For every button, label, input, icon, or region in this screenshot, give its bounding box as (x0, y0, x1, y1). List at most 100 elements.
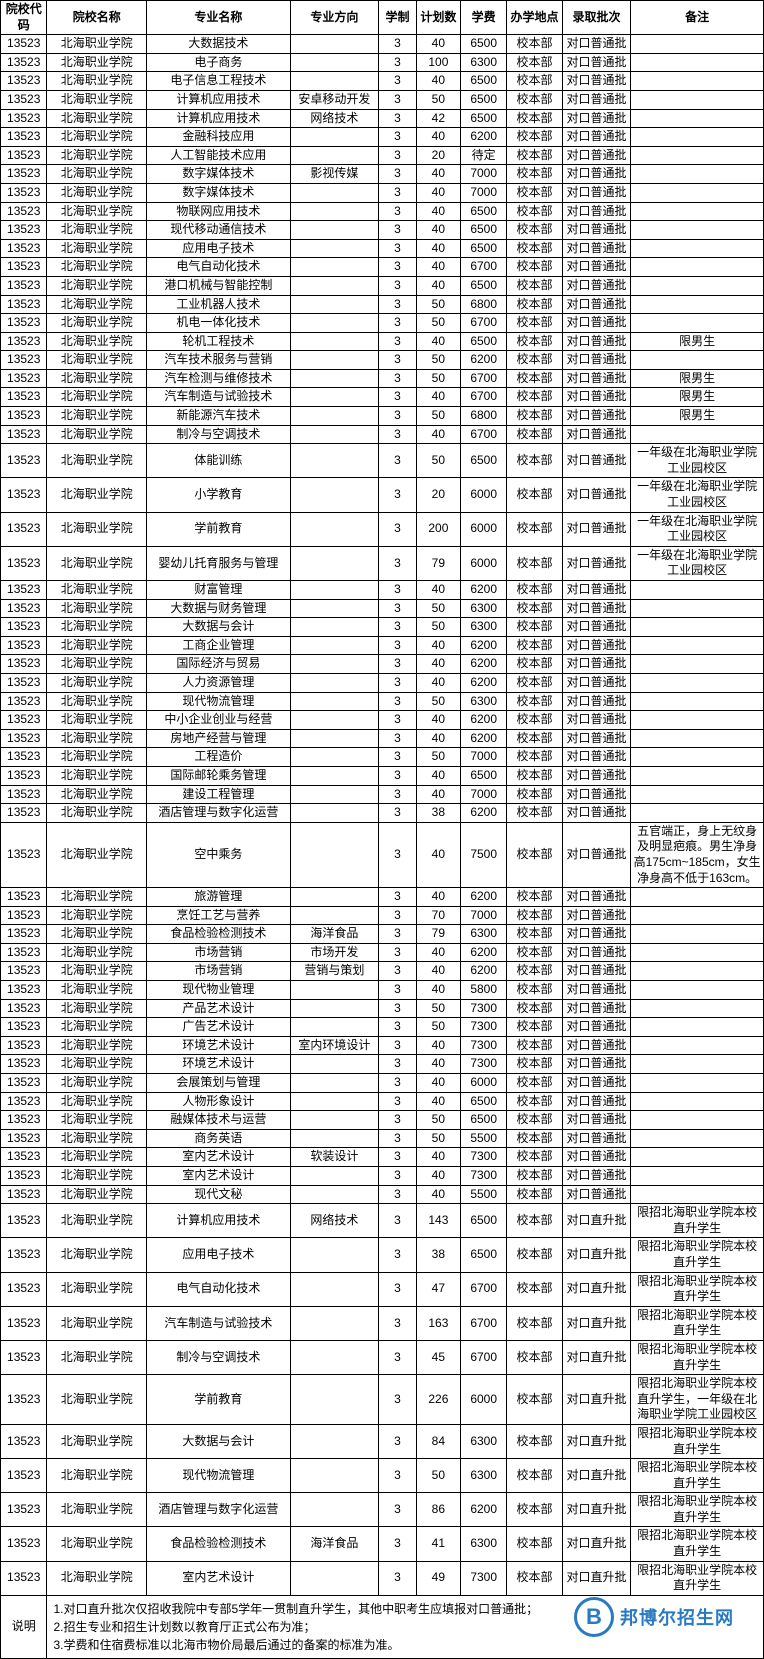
cell-plan: 163 (416, 1306, 460, 1340)
cell-plan: 40 (416, 258, 460, 277)
cell-plan: 20 (416, 146, 460, 165)
cell-school: 北海职业学院 (47, 1340, 147, 1374)
table-row: 13523北海职业学院人物形象设计3406500校本部对口普通批 (1, 1092, 764, 1111)
cell-code: 13523 (1, 1375, 47, 1425)
cell-code: 13523 (1, 1306, 47, 1340)
cell-years: 3 (379, 1375, 417, 1425)
cell-note (631, 183, 764, 202)
cell-note (631, 90, 764, 109)
cell-years: 3 (379, 999, 417, 1018)
cell-plan: 50 (416, 369, 460, 388)
cell-major: 室内艺术设计 (146, 1167, 290, 1186)
cell-plan: 50 (416, 692, 460, 711)
cell-batch: 对口直升批 (562, 1306, 631, 1340)
cell-direction (290, 1561, 378, 1595)
cell-batch: 对口普通批 (562, 888, 631, 907)
cell-code: 13523 (1, 804, 47, 823)
cell-major: 汽车制造与试验技术 (146, 1306, 290, 1340)
cell-school: 北海职业学院 (47, 146, 147, 165)
cell-fee: 7000 (460, 906, 506, 925)
cell-note (631, 748, 764, 767)
cell-place: 校本部 (507, 962, 562, 981)
cell-major: 食品检验检测技术 (146, 1527, 290, 1561)
table-row: 13523北海职业学院计算机应用技术安卓移动开发3506500校本部对口普通批 (1, 90, 764, 109)
cell-major: 工业机器人技术 (146, 295, 290, 314)
cell-batch: 对口普通批 (562, 388, 631, 407)
cell-school: 北海职业学院 (47, 369, 147, 388)
cell-direction: 海洋食品 (290, 925, 378, 944)
cell-note: 限男生 (631, 332, 764, 351)
header-plan: 计划数 (416, 1, 460, 35)
cell-school: 北海职业学院 (47, 711, 147, 730)
cell-fee: 6200 (460, 962, 506, 981)
cell-direction (290, 1459, 378, 1493)
cell-direction (290, 673, 378, 692)
cell-plan: 40 (416, 962, 460, 981)
cell-school: 北海职业学院 (47, 981, 147, 1000)
table-row: 13523北海职业学院婴幼儿托育服务与管理3796000校本部对口普通批一年级在… (1, 546, 764, 580)
cell-note (631, 314, 764, 333)
cell-batch: 对口普通批 (562, 183, 631, 202)
cell-code: 13523 (1, 1129, 47, 1148)
cell-plan: 40 (416, 711, 460, 730)
cell-years: 3 (379, 1055, 417, 1074)
cell-batch: 对口普通批 (562, 425, 631, 444)
cell-batch: 对口普通批 (562, 1111, 631, 1130)
cell-note (631, 1055, 764, 1074)
cell-major: 大数据与会计 (146, 1424, 290, 1458)
header-years: 学制 (379, 1, 417, 35)
cell-years: 3 (379, 766, 417, 785)
cell-note: 限招北海职业学院本校直升学生，一年级在北海职业学院工业园校区 (631, 1375, 764, 1425)
cell-plan: 38 (416, 804, 460, 823)
cell-school: 北海职业学院 (47, 748, 147, 767)
cell-years: 3 (379, 925, 417, 944)
cell-code: 13523 (1, 221, 47, 240)
cell-direction (290, 407, 378, 426)
cell-plan: 50 (416, 90, 460, 109)
cell-place: 校本部 (507, 1340, 562, 1374)
cell-place: 校本部 (507, 444, 562, 478)
cell-fee: 6200 (460, 128, 506, 147)
cell-school: 北海职业学院 (47, 388, 147, 407)
cell-place: 校本部 (507, 35, 562, 54)
cell-place: 校本部 (507, 1167, 562, 1186)
table-row: 13523北海职业学院新能源汽车技术3506800校本部对口普通批限男生 (1, 407, 764, 426)
table-row: 13523北海职业学院市场营销市场开发3406200校本部对口普通批 (1, 943, 764, 962)
cell-plan: 50 (416, 599, 460, 618)
cell-place: 校本部 (507, 711, 562, 730)
cell-place: 校本部 (507, 90, 562, 109)
cell-code: 13523 (1, 512, 47, 546)
cell-major: 人工智能技术应用 (146, 146, 290, 165)
header-code: 院校代码 (1, 1, 47, 35)
cell-place: 校本部 (507, 999, 562, 1018)
cell-fee: 6200 (460, 888, 506, 907)
cell-place: 校本部 (507, 1375, 562, 1425)
cell-direction (290, 183, 378, 202)
table-row: 13523北海职业学院金融科技应用3406200校本部对口普通批 (1, 128, 764, 147)
cell-batch: 对口直升批 (562, 1204, 631, 1238)
table-row: 13523北海职业学院酒店管理与数字化运营3866200校本部对口直升批限招北海… (1, 1493, 764, 1527)
cell-note (631, 673, 764, 692)
header-school: 院校名称 (47, 1, 147, 35)
cell-note: 一年级在北海职业学院工业园校区 (631, 512, 764, 546)
cell-place: 校本部 (507, 183, 562, 202)
cell-years: 3 (379, 888, 417, 907)
cell-note (631, 53, 764, 72)
cell-fee: 6200 (460, 581, 506, 600)
cell-plan: 20 (416, 478, 460, 512)
cell-years: 3 (379, 1561, 417, 1595)
cell-place: 校本部 (507, 1424, 562, 1458)
cell-code: 13523 (1, 1111, 47, 1130)
cell-direction (290, 888, 378, 907)
cell-note (631, 1018, 764, 1037)
cell-plan: 40 (416, 1148, 460, 1167)
cell-plan: 50 (416, 407, 460, 426)
cell-batch: 对口普通批 (562, 512, 631, 546)
cell-plan: 50 (416, 314, 460, 333)
cell-school: 北海职业学院 (47, 766, 147, 785)
cell-plan: 143 (416, 1204, 460, 1238)
cell-school: 北海职业学院 (47, 1493, 147, 1527)
cell-school: 北海职业学院 (47, 636, 147, 655)
cell-plan: 40 (416, 888, 460, 907)
cell-fee: 6700 (460, 388, 506, 407)
